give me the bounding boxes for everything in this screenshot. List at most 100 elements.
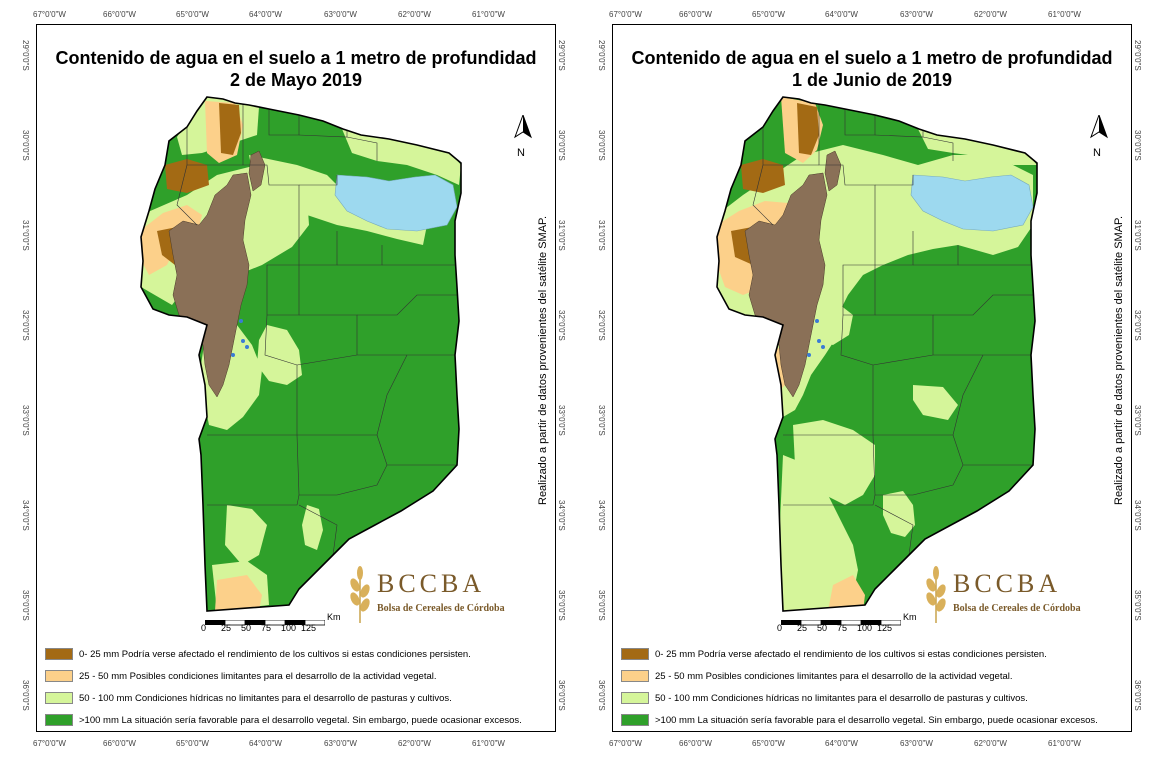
legend-swatch	[45, 692, 73, 704]
longitude-label: 67°0'0"W	[33, 10, 66, 19]
north-label: N	[517, 147, 525, 159]
source-note: Realizado a partir de datos provenientes…	[1113, 215, 1125, 505]
latitude-label: 36°0'0"S	[557, 680, 566, 711]
latitude-label: 35°0'0"S	[597, 590, 606, 621]
scale-tick-label: 25	[221, 623, 232, 633]
latitude-label: 30°0'0"S	[1133, 130, 1142, 161]
legend-label: 0- 25 mm Podría verse afectado el rendim…	[655, 648, 1047, 660]
legend-swatch	[621, 692, 649, 704]
scale-tick-label: 100	[857, 623, 873, 633]
longitude-label: 61°0'0"W	[472, 10, 505, 19]
latitude-label: 35°0'0"S	[557, 590, 566, 621]
scale-unit: Km	[903, 612, 917, 622]
latitude-label: 36°0'0"S	[1133, 680, 1142, 711]
province-map	[716, 96, 1038, 612]
legend-item: 0- 25 mm Podría verse afectado el rendim…	[621, 647, 1047, 661]
legend-swatch	[45, 714, 73, 726]
north-arrow-icon: N	[1087, 113, 1111, 159]
latitude-label: 31°0'0"S	[21, 220, 30, 251]
source-note: Realizado a partir de datos provenientes…	[537, 215, 549, 505]
scale-tick-label: 0	[201, 623, 207, 633]
longitude-label: 64°0'0"W	[825, 739, 858, 748]
longitude-label: 64°0'0"W	[825, 10, 858, 19]
legend-item: 50 - 100 mm Condiciones hídricas no limi…	[45, 691, 452, 705]
longitude-label: 66°0'0"W	[103, 739, 136, 748]
longitude-label: 62°0'0"W	[974, 10, 1007, 19]
map-frame: Contenido de agua en el suelo a 1 metro …	[36, 24, 556, 732]
longitude-label: 65°0'0"W	[752, 10, 785, 19]
latitude-label: 34°0'0"S	[557, 500, 566, 531]
north-arrow-icon: N	[511, 113, 535, 159]
scale-tick-label: 125	[877, 623, 893, 633]
legend-label: 0- 25 mm Podría verse afectado el rendim…	[79, 648, 471, 660]
longitude-label: 64°0'0"W	[249, 10, 282, 19]
legend-item: >100 mm La situación sería favorable par…	[621, 713, 1098, 727]
map-title: Contenido de agua en el suelo a 1 metro …	[55, 48, 537, 68]
latitude-label: 30°0'0"S	[557, 130, 566, 161]
legend-swatch	[621, 670, 649, 682]
longitude-label: 61°0'0"W	[1048, 10, 1081, 19]
legend-item: >100 mm La situación sería favorable par…	[45, 713, 522, 727]
scale-tick-label: 25	[797, 623, 808, 633]
legend-item: 0- 25 mm Podría verse afectado el rendim…	[45, 647, 471, 661]
latitude-label: 31°0'0"S	[1133, 220, 1142, 251]
map-panel-may: 67°0'0"W 66°0'0"W 65°0'0"W 64°0'0"W 63°0'0"W…	[0, 0, 575, 762]
longitude-label: 62°0'0"W	[974, 739, 1007, 748]
longitude-label: 67°0'0"W	[609, 10, 642, 19]
latitude-label: 36°0'0"S	[597, 680, 606, 711]
scale-tick-label: 75	[837, 623, 848, 633]
longitude-label: 67°0'0"W	[33, 739, 66, 748]
latitude-label: 35°0'0"S	[21, 590, 30, 621]
latitude-label: 32°0'0"S	[21, 310, 30, 341]
latitude-label: 32°0'0"S	[557, 310, 566, 341]
longitude-label: 63°0'0"W	[324, 10, 357, 19]
longitude-label: 66°0'0"W	[103, 10, 136, 19]
scale-tick-label: 100	[281, 623, 297, 633]
longitude-label: 62°0'0"W	[398, 10, 431, 19]
longitude-label: 67°0'0"W	[609, 739, 642, 748]
scale-tick-label: 0	[777, 623, 783, 633]
legend-label: 25 - 50 mm Posibles condiciones limitant…	[655, 670, 1013, 682]
latitude-label: 29°0'0"S	[1133, 40, 1142, 71]
wheat-icon	[926, 566, 946, 623]
longitude-label: 65°0'0"W	[176, 739, 209, 748]
scale-tick-label: 75	[261, 623, 272, 633]
legend-label: 25 - 50 mm Posibles condiciones limitant…	[79, 670, 437, 682]
logo-subtitle: Bolsa de Cereales de Córdoba	[953, 603, 1081, 614]
logo-name: BCCBA	[953, 569, 1062, 598]
legend-swatch	[621, 714, 649, 726]
latitude-label: 35°0'0"S	[1133, 590, 1142, 621]
latitude-label: 34°0'0"S	[21, 500, 30, 531]
latitude-label: 33°0'0"S	[1133, 405, 1142, 436]
bccba-logo: BCCBA Bolsa de Cereales de Córdoba	[923, 565, 1081, 628]
latitude-label: 29°0'0"S	[597, 40, 606, 71]
wheat-icon	[350, 566, 370, 623]
scale-bar: Km 0 25 50 75 100 125	[201, 612, 341, 633]
longitude-label: 66°0'0"W	[679, 739, 712, 748]
latitude-label: 30°0'0"S	[21, 130, 30, 161]
longitude-label: 63°0'0"W	[900, 10, 933, 19]
latitude-label: 31°0'0"S	[557, 220, 566, 251]
map-frame: Contenido de agua en el suelo a 1 metro …	[612, 24, 1132, 732]
longitude-label: 65°0'0"W	[752, 739, 785, 748]
scale-unit: Km	[327, 612, 341, 622]
latitude-label: 33°0'0"S	[597, 405, 606, 436]
legend-label: >100 mm La situación sería favorable par…	[79, 714, 522, 726]
map-title: Contenido de agua en el suelo a 1 metro …	[631, 48, 1113, 68]
legend-label: >100 mm La situación sería favorable par…	[655, 714, 1098, 726]
scale-bar: Km 0 25 50 75 100 125	[777, 612, 917, 633]
latitude-label: 32°0'0"S	[597, 310, 606, 341]
legend-item: 50 - 100 mm Condiciones hídricas no limi…	[621, 691, 1028, 705]
scale-tick-label: 50	[241, 623, 252, 633]
map-date: 1 de Junio de 2019	[791, 70, 953, 90]
legend-swatch	[45, 670, 73, 682]
legend-label: 50 - 100 mm Condiciones hídricas no limi…	[655, 692, 1028, 704]
latitude-label: 33°0'0"S	[21, 405, 30, 436]
legend-item: 25 - 50 mm Posibles condiciones limitant…	[45, 669, 437, 683]
longitude-label: 62°0'0"W	[398, 739, 431, 748]
legend-item: 25 - 50 mm Posibles condiciones limitant…	[621, 669, 1013, 683]
map-date: 2 de Mayo 2019	[229, 70, 363, 90]
north-label: N	[1093, 147, 1101, 159]
map-panel-june: 67°0'0"W 66°0'0"W 65°0'0"W 64°0'0"W 63°0'0"W…	[576, 0, 1151, 762]
longitude-label: 61°0'0"W	[1048, 739, 1081, 748]
